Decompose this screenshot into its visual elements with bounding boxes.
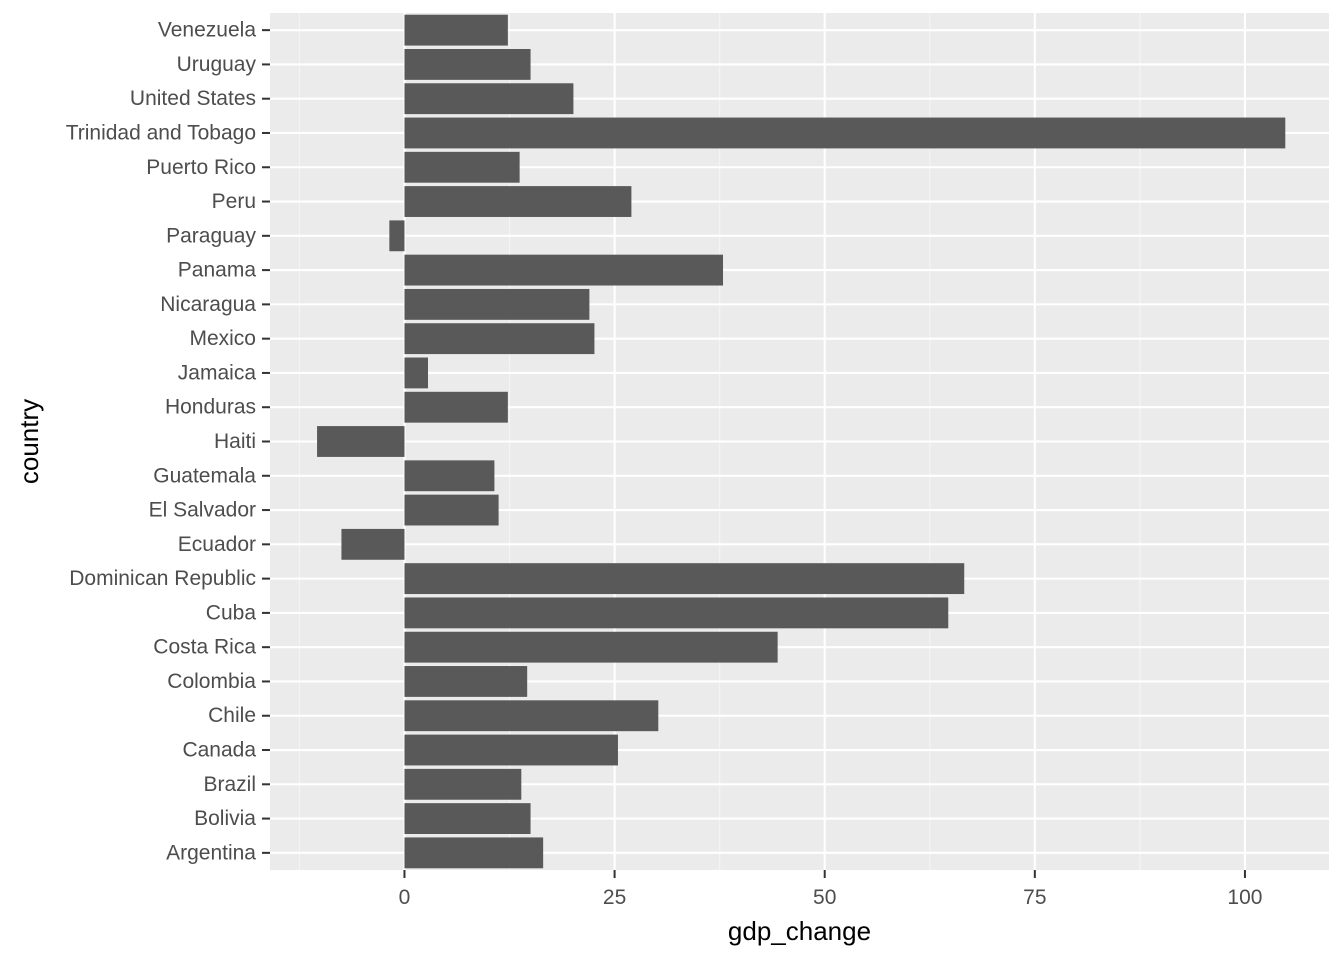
y-tick-label: Guatemala bbox=[153, 464, 256, 487]
y-tick-label: Uruguay bbox=[177, 53, 257, 76]
y-tick-label: Brazil bbox=[203, 773, 256, 796]
bar bbox=[389, 220, 405, 252]
bar bbox=[404, 357, 429, 389]
x-axis-title: gdp_change bbox=[728, 916, 871, 946]
bar bbox=[404, 563, 965, 595]
y-tick-label: United States bbox=[130, 87, 256, 110]
bar bbox=[404, 186, 632, 217]
bar bbox=[404, 837, 544, 869]
bar bbox=[404, 83, 574, 115]
bar bbox=[404, 803, 531, 835]
y-axis-title: country bbox=[14, 399, 44, 484]
y-tick-label: Haiti bbox=[214, 430, 256, 453]
y-axis-tick-labels: Argentina Bolivia Brazil Canada Chile Colombi… bbox=[66, 19, 257, 865]
y-tick-label: Bolivia bbox=[194, 807, 256, 830]
x-tick-label: 100 bbox=[1227, 886, 1262, 909]
y-tick-label: Trinidad and Tobago bbox=[66, 121, 256, 144]
y-tick-label: Argentina bbox=[166, 841, 256, 864]
bar bbox=[404, 117, 1286, 149]
y-tick-label: Panama bbox=[178, 259, 257, 282]
y-tick-label: Dominican Republic bbox=[69, 567, 256, 590]
y-tick-label: Colombia bbox=[167, 670, 256, 693]
y-tick-label: Puerto Rico bbox=[146, 156, 256, 179]
y-tick-label: Peru bbox=[212, 190, 256, 213]
y-tick-label: Canada bbox=[182, 739, 256, 762]
bar bbox=[404, 700, 659, 732]
y-tick-label: Ecuador bbox=[178, 533, 256, 556]
bar bbox=[404, 631, 778, 663]
y-tick-label: El Salvador bbox=[149, 499, 256, 522]
x-axis-ticks bbox=[403, 870, 1246, 878]
bar bbox=[341, 528, 405, 560]
bar bbox=[404, 768, 522, 800]
y-tick-label: Costa Rica bbox=[153, 636, 256, 659]
bars-group bbox=[317, 14, 1286, 869]
y-axis-ticks bbox=[262, 29, 270, 854]
major-gridlines-y bbox=[270, 29, 1329, 854]
bar bbox=[404, 48, 531, 80]
x-tick-label: 0 bbox=[399, 886, 411, 909]
x-tick-label: 25 bbox=[603, 886, 626, 909]
y-tick-label: Chile bbox=[208, 704, 256, 727]
bar bbox=[317, 426, 405, 457]
bar bbox=[404, 288, 590, 320]
y-tick-label: Jamaica bbox=[178, 361, 257, 384]
y-tick-label: Honduras bbox=[165, 396, 256, 419]
bar bbox=[404, 254, 724, 286]
y-tick-label: Nicaragua bbox=[160, 293, 256, 316]
bar bbox=[404, 494, 499, 526]
y-tick-label: Paraguay bbox=[166, 224, 256, 247]
y-tick-label: Mexico bbox=[189, 327, 256, 350]
x-tick-label: 75 bbox=[1023, 886, 1046, 909]
x-axis-tick-labels: 0 25 50 75 100 bbox=[399, 886, 1263, 909]
bar bbox=[404, 597, 949, 629]
bar bbox=[404, 734, 618, 766]
x-tick-label: 50 bbox=[813, 886, 836, 909]
bar bbox=[404, 14, 508, 46]
bar bbox=[404, 151, 520, 183]
bar bbox=[404, 460, 495, 492]
bar bbox=[404, 323, 595, 355]
y-tick-label: Cuba bbox=[206, 601, 257, 624]
y-tick-label: Venezuela bbox=[158, 19, 256, 42]
bar bbox=[404, 666, 528, 697]
bar bbox=[404, 391, 508, 423]
